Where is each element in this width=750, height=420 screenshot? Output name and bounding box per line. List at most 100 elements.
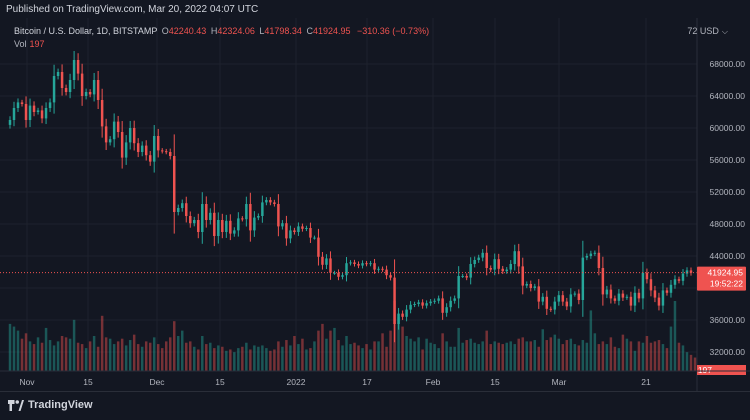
candle-body — [509, 264, 512, 270]
volume-bar — [249, 349, 252, 371]
volume-bar — [637, 341, 641, 371]
volume-bar — [685, 352, 689, 371]
candle-body — [321, 256, 324, 265]
price-scale-bg — [697, 18, 750, 391]
volume-bar — [160, 348, 164, 371]
volume-bar — [185, 342, 188, 371]
candle-body — [593, 252, 597, 254]
volume-bar — [617, 348, 621, 371]
candle-body — [80, 73, 84, 96]
volume-bar — [261, 345, 264, 371]
candle-body — [128, 128, 132, 143]
volume-bar — [104, 337, 108, 371]
volume-bar — [633, 350, 637, 371]
candle-body — [241, 218, 244, 220]
candle-body — [617, 293, 621, 301]
currency-prefix: 72 — [687, 26, 698, 36]
candle-body — [677, 279, 681, 281]
volume-bar — [441, 333, 444, 371]
volume-bar — [457, 327, 460, 371]
candle-body — [513, 251, 516, 264]
volume-bar — [401, 326, 404, 371]
volume-bar — [253, 345, 256, 371]
candle-body — [173, 156, 176, 212]
currency-selector[interactable]: 72 USD ⌵ — [687, 26, 728, 37]
candle-body — [605, 289, 609, 295]
volume-bar — [213, 348, 216, 371]
chart-pane[interactable]: 68000.00 64000.00 60000.00 56000.00 52000.00… — [0, 18, 750, 391]
candle-body — [20, 102, 24, 104]
volume-bar — [209, 342, 212, 371]
time-scale[interactable]: Nov 15 Dec 15 2022 17 Feb 15 Mar 21 — [0, 370, 750, 387]
time-tick-label: 15 — [215, 377, 225, 387]
volume-bar — [473, 342, 476, 371]
candle-body — [325, 258, 328, 265]
volume-value: 197 — [29, 39, 45, 49]
volume-bar — [44, 327, 48, 371]
volume-bar — [513, 344, 516, 371]
volume-bar — [36, 337, 40, 371]
candle-body — [625, 296, 629, 298]
volume-bar — [140, 346, 144, 371]
time-tick-label: Feb — [426, 377, 441, 387]
volume-legend[interactable]: Vol 197 — [14, 39, 45, 49]
volume-bar — [349, 344, 352, 371]
volume-bar — [164, 341, 168, 371]
candle-body — [245, 204, 248, 220]
volume-bar — [28, 341, 32, 371]
candle-body — [585, 256, 589, 258]
volume-bar — [429, 342, 432, 371]
volume-bar — [533, 340, 537, 371]
candle-body — [84, 92, 88, 96]
candle-body — [72, 60, 76, 80]
volume-bar — [269, 350, 272, 371]
candle-body — [24, 104, 28, 120]
volume-bar — [120, 338, 124, 371]
volume-bar — [313, 341, 316, 371]
candle-body — [581, 257, 585, 300]
volume-bar — [237, 348, 240, 371]
volume-bar — [265, 348, 268, 371]
high-label: H — [210, 26, 218, 36]
candle-body — [493, 259, 496, 270]
candle-body — [269, 200, 272, 203]
price-scale[interactable]: 68000.00 64000.00 60000.00 56000.00 52000.00… — [696, 18, 750, 391]
candle-body — [469, 264, 472, 278]
candle-body — [489, 268, 492, 270]
volume-bar — [397, 317, 400, 371]
low-value: 41798.34 — [264, 26, 302, 36]
candle-body — [481, 252, 484, 258]
candle-body — [169, 152, 172, 156]
volume-bar — [657, 340, 661, 371]
volume-bar — [481, 341, 484, 371]
candle-body — [177, 208, 180, 212]
candlesticks — [8, 51, 693, 343]
candle-body — [365, 263, 368, 265]
candle-body — [44, 108, 48, 119]
candle-body — [669, 284, 673, 293]
volume-bar — [277, 341, 280, 371]
volume-bar — [76, 342, 80, 371]
volume-bar — [593, 333, 597, 371]
volume-bar — [661, 344, 665, 371]
volume-bar — [381, 333, 384, 371]
candle-body — [313, 237, 316, 239]
volume-bar — [413, 341, 416, 371]
volume-bar — [625, 338, 629, 371]
volume-bar — [16, 330, 20, 371]
candle-body — [317, 237, 320, 257]
candle-body — [8, 120, 12, 125]
price-tick-label: 68000.00 — [710, 59, 746, 69]
candle-body — [633, 292, 637, 306]
price-chart[interactable]: 68000.00 64000.00 60000.00 56000.00 52000.00… — [0, 18, 750, 391]
symbol-legend[interactable]: Bitcoin / U.S. Dollar, 1D, BITSTAMP O422… — [14, 26, 429, 36]
candle-body — [205, 204, 208, 220]
tradingview-logo[interactable]: TradingView — [8, 399, 93, 411]
volume-bar — [20, 338, 24, 371]
candle-body — [621, 293, 625, 298]
candle-body — [124, 142, 128, 158]
high-value: 42324.06 — [217, 26, 255, 36]
volume-bar — [40, 342, 44, 371]
candle-body — [265, 200, 268, 203]
candle-body — [337, 272, 340, 277]
